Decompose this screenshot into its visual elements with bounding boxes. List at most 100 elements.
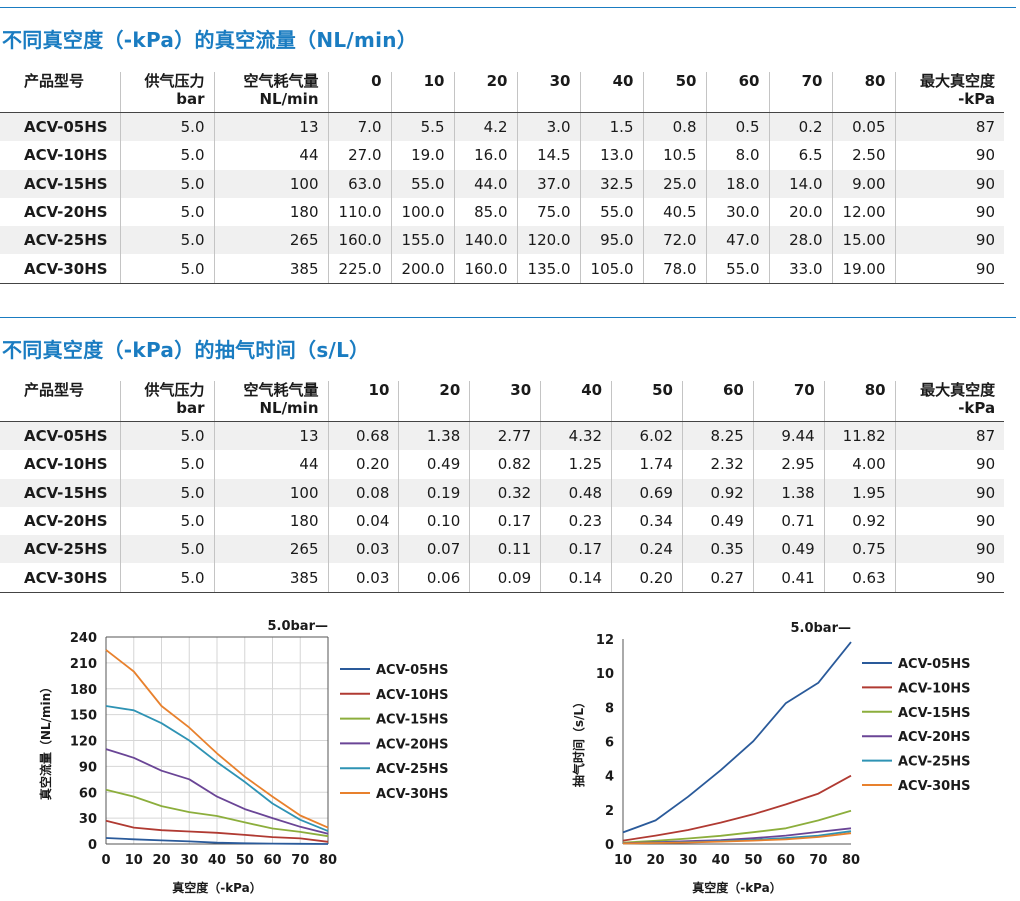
y-tick-label: 12 — [596, 633, 614, 648]
value-cell: 0.07 — [398, 535, 471, 564]
value-cell: 180 — [214, 506, 329, 536]
value-cell: 0.68 — [328, 421, 400, 451]
flow-section-title: 不同真空度（-kPa）的真空流量（NL/min） — [2, 28, 418, 52]
value-cell: 4.2 — [454, 112, 518, 142]
model-cell: ACV-20HS — [0, 506, 121, 536]
value-cell: 5.0 — [120, 478, 215, 507]
value-cell: 8.0 — [706, 141, 770, 170]
table-row: ACV-05HS 5.0 13 7.0 5.5 4.2 3.0 1.5 0.8 0.5 0.2 0.0… — [0, 112, 1004, 142]
value-cell: 8.25 — [682, 421, 754, 451]
value-cell: 16.0 — [454, 141, 518, 170]
value-cell: 0.20 — [328, 450, 400, 479]
value-cell: 0.49 — [682, 506, 754, 536]
series-line-acv-15hs — [622, 809, 852, 844]
value-cell: 1.25 — [540, 450, 613, 479]
x-tick-label: 70 — [291, 853, 309, 868]
flow-header-cell: 80 — [832, 72, 896, 113]
value-cell: 120.0 — [517, 226, 581, 255]
value-cell: 135.0 — [517, 254, 581, 284]
flow-header-cell: 60 — [706, 72, 770, 113]
y-tick-label: 10 — [596, 667, 614, 682]
value-cell: 44 — [214, 450, 329, 479]
y-tick-label: 4 — [605, 770, 614, 785]
value-cell: 5.5 — [391, 112, 455, 142]
legend-label: ACV-25HS — [376, 762, 448, 777]
flow-header-cell: 40 — [580, 72, 644, 113]
time-header-cell: 40 — [540, 381, 613, 422]
x-tick-label: 80 — [319, 853, 337, 868]
value-cell: 0.05 — [832, 112, 896, 142]
legend-label: ACV-05HS — [898, 657, 970, 672]
value-cell: 5.0 — [120, 535, 215, 564]
value-cell: 265 — [214, 535, 329, 564]
value-cell: 13 — [214, 421, 329, 451]
y-tick-label: 30 — [79, 812, 97, 827]
flow-header-cell: 10 — [391, 72, 455, 113]
value-cell: 55.0 — [580, 197, 644, 227]
x-tick-label: 40 — [208, 853, 226, 868]
y-tick-label: 60 — [79, 786, 97, 801]
time-section-title: 不同真空度（-kPa）的抽气时间（s/L） — [2, 338, 370, 362]
table-row: ACV-20HS 5.0 180 110.0 100.0 85.0 75.0 55.0 40.5… — [0, 197, 1004, 227]
x-tick-label: 80 — [842, 853, 860, 868]
time-header-cell: 产品型号 — [0, 381, 121, 422]
value-cell: 0.92 — [682, 478, 754, 507]
value-cell: 19.00 — [832, 254, 896, 284]
model-cell: ACV-20HS — [0, 197, 121, 227]
value-cell: 0.17 — [469, 506, 542, 536]
value-cell: 90 — [976, 512, 996, 531]
value-cell: 0.69 — [611, 478, 683, 507]
legend-label: ACV-20HS — [898, 730, 970, 745]
value-cell: 0.34 — [611, 506, 683, 536]
time-header-cell: 20 — [398, 381, 471, 422]
value-cell: 160.0 — [454, 254, 518, 284]
value-cell: 14.5 — [517, 141, 581, 170]
value-cell: 15.00 — [832, 226, 896, 255]
series-line-acv-25hs — [105, 705, 329, 832]
value-cell: 6.5 — [769, 141, 833, 170]
value-cell: 5.0 — [120, 226, 215, 255]
value-cell: 55.0 — [706, 254, 770, 284]
x-tick-label: 10 — [125, 853, 143, 868]
time-header-cell: 最大真空度 -kPa — [895, 381, 1005, 422]
series-line-acv-15hs — [105, 788, 329, 838]
value-cell: 100 — [214, 478, 329, 507]
value-cell: 9.44 — [753, 421, 825, 451]
value-cell: 140.0 — [454, 226, 518, 255]
value-cell: 14.0 — [769, 169, 833, 198]
y-tick-label: 0 — [88, 838, 97, 853]
value-cell: 0.82 — [469, 450, 542, 479]
value-cell: 1.38 — [398, 421, 471, 451]
value-cell: 44 — [214, 141, 329, 170]
model-cell: ACV-30HS — [0, 563, 121, 593]
value-cell: 0.03 — [328, 535, 400, 564]
x-tick-label: 20 — [647, 853, 665, 868]
value-cell: 0.71 — [753, 506, 825, 536]
value-cell: 37.0 — [517, 169, 581, 198]
x-tick-label: 30 — [679, 853, 697, 868]
value-cell: 0.35 — [682, 535, 754, 564]
y-tick-label: 0 — [605, 838, 614, 853]
top-divider — [0, 7, 1016, 8]
value-cell: 90 — [975, 146, 995, 165]
value-cell: 0.08 — [328, 478, 400, 507]
x-tick-label: 40 — [712, 853, 730, 868]
value-cell: 1.95 — [824, 478, 896, 507]
value-cell: 2.95 — [753, 450, 825, 479]
flow-table-header: 产品型号 供气压力 bar 空气耗气量 NL/min 0 10 20 30 40 50 60 70 80 最… — [0, 72, 1004, 113]
legend-label: ACV-10HS — [898, 681, 970, 696]
value-cell: 90 — [895, 169, 1004, 198]
value-cell: 385 — [214, 254, 329, 284]
legend-label: ACV-15HS — [898, 706, 970, 721]
value-cell: 1.5 — [580, 112, 644, 142]
value-cell: 5.0 — [120, 450, 215, 479]
value-cell: 0.41 — [753, 563, 825, 593]
y-tick-label: 240 — [70, 631, 97, 646]
value-cell: 4.00 — [824, 450, 896, 479]
time-header-cell: 10 — [328, 381, 400, 422]
value-cell: 0.48 — [540, 478, 613, 507]
value-cell: 0.09 — [469, 563, 542, 593]
model-cell: ACV-10HS — [0, 141, 121, 170]
value-cell: 40.5 — [643, 197, 707, 227]
value-cell: 0.49 — [753, 535, 825, 564]
